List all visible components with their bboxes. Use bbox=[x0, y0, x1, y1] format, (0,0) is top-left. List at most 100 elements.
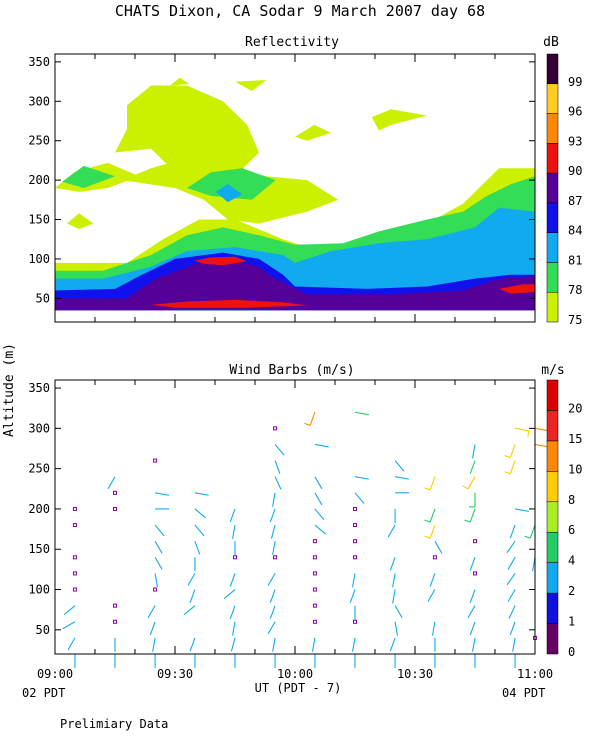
y-tick-label: 250 bbox=[28, 462, 50, 476]
wind-barb bbox=[314, 524, 326, 535]
wind-barb bbox=[392, 573, 396, 588]
calm-marker bbox=[113, 619, 117, 624]
right-local-time: 04 PDT bbox=[502, 686, 545, 700]
wind-barb bbox=[223, 589, 236, 599]
colorbar-swatch bbox=[546, 143, 559, 174]
reflectivity-contour-75 bbox=[170, 77, 190, 86]
wind-barb bbox=[304, 412, 316, 426]
wind-barb bbox=[274, 460, 281, 474]
calm-marker bbox=[273, 555, 278, 560]
colorbar-label: 20 bbox=[568, 401, 582, 415]
wind-barb bbox=[534, 427, 550, 437]
wind-barb bbox=[154, 573, 159, 588]
wind-barb bbox=[194, 492, 209, 496]
wind-barb bbox=[507, 589, 516, 602]
wind-barb bbox=[464, 508, 476, 523]
calm-marker bbox=[312, 603, 317, 608]
left-local-time: 02 PDT bbox=[22, 686, 65, 700]
wind-barb bbox=[427, 589, 436, 602]
wind-barb bbox=[194, 540, 201, 555]
wind-barb bbox=[389, 557, 396, 571]
colorbar-label: 6 bbox=[568, 523, 575, 537]
colorbar-label: 15 bbox=[568, 432, 582, 446]
wind-barb bbox=[230, 637, 236, 652]
calm-marker bbox=[113, 490, 117, 495]
wind-barb bbox=[183, 605, 196, 616]
wind-barb bbox=[152, 637, 156, 652]
x-tick-label: 10:30 bbox=[397, 667, 433, 681]
colorbar-swatch bbox=[546, 440, 559, 472]
wind-barb bbox=[512, 637, 516, 652]
colorbar-swatch bbox=[546, 172, 559, 204]
reflectivity-colorbar: 75 78 81 84 87 90 93 96 99 bbox=[546, 53, 582, 327]
wind-barb bbox=[311, 637, 316, 652]
colorbar-swatch bbox=[546, 471, 559, 503]
wind-barb bbox=[314, 508, 325, 521]
wind-barb bbox=[272, 492, 276, 507]
footer-note: Prelimiary Data bbox=[60, 717, 168, 731]
wind-barb bbox=[434, 540, 443, 554]
wind-barb bbox=[62, 621, 76, 630]
wind-barb bbox=[272, 637, 276, 652]
calm-marker bbox=[153, 458, 158, 463]
reflectivity-contour-90 bbox=[194, 256, 247, 266]
wind-barb bbox=[194, 524, 205, 537]
calm-marker bbox=[353, 506, 357, 511]
wind-barb bbox=[431, 621, 436, 636]
wind-barb bbox=[272, 541, 276, 556]
y-tick-label: 250 bbox=[28, 134, 50, 148]
calm-marker bbox=[353, 523, 357, 528]
reflectivity-contour-81 bbox=[215, 184, 243, 203]
wind-barb bbox=[107, 476, 116, 490]
colorbar-swatch bbox=[546, 113, 559, 144]
calm-marker bbox=[72, 587, 77, 592]
wind-barb bbox=[267, 573, 276, 586]
wind-barb bbox=[189, 589, 196, 603]
reflectivity-contour-90 bbox=[499, 284, 535, 294]
wind-barb bbox=[314, 492, 323, 506]
wind-barbs-title: Wind Barbs (m/s) bbox=[229, 363, 354, 378]
wind-barb bbox=[472, 637, 476, 652]
x-axis-label: UT (PDT - 7) bbox=[255, 681, 342, 695]
calm-marker bbox=[113, 506, 117, 511]
wind-barb bbox=[154, 540, 163, 554]
reflectivity-contour-75 bbox=[67, 213, 94, 229]
x-tick-label: 09:30 bbox=[157, 667, 193, 681]
wind-barb bbox=[509, 621, 516, 636]
colorbar-swatch bbox=[546, 501, 559, 533]
colorbar-label: 8 bbox=[568, 493, 575, 507]
y-tick-label: 300 bbox=[28, 421, 50, 435]
reflectivity-contour-87 bbox=[55, 260, 535, 311]
calm-marker bbox=[312, 587, 317, 592]
colorbar-label: 93 bbox=[568, 134, 582, 148]
wind-barb bbox=[267, 621, 276, 635]
y-tick-label: 150 bbox=[28, 542, 50, 556]
colorbar-label: 96 bbox=[568, 105, 582, 119]
wind-barb bbox=[229, 605, 236, 619]
wind-barb bbox=[232, 524, 236, 539]
wind-barb bbox=[467, 605, 476, 619]
wind-barb bbox=[274, 476, 282, 490]
calm-marker bbox=[72, 523, 77, 528]
wind-barb bbox=[394, 460, 405, 472]
colorbar-label: 10 bbox=[568, 462, 582, 476]
wind-barb bbox=[63, 605, 76, 616]
wind-barbs-axes: 50 100 150 200 250 300 350 09:00 09:30 10:00 10:30… bbox=[28, 380, 553, 681]
wind-barb bbox=[472, 444, 476, 459]
wind-barb bbox=[187, 573, 196, 586]
calm-marker bbox=[473, 539, 477, 544]
colorbar-swatch bbox=[546, 262, 559, 293]
wind-barb bbox=[514, 427, 530, 437]
colorbar-swatch bbox=[546, 592, 559, 624]
y-tick-label: 200 bbox=[28, 502, 50, 516]
wind-colorbar: 0 1 2 4 6 8 10 15 20 bbox=[546, 379, 582, 659]
wind-barb bbox=[504, 444, 516, 459]
wind-barb bbox=[394, 621, 399, 636]
wind-barb bbox=[462, 476, 476, 490]
reflectivity-contour-75 bbox=[371, 109, 427, 131]
y-tick-label: 200 bbox=[28, 173, 50, 187]
wind-barb bbox=[424, 476, 436, 491]
calm-marker bbox=[72, 506, 77, 511]
colorbar-swatch bbox=[546, 202, 559, 233]
